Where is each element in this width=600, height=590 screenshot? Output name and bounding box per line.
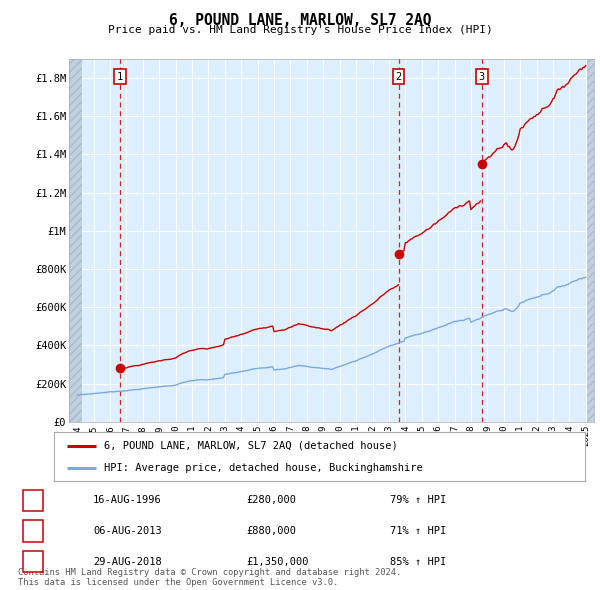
Text: 79% ↑ HPI: 79% ↑ HPI <box>390 496 446 505</box>
Text: 06-AUG-2013: 06-AUG-2013 <box>93 526 162 536</box>
Text: 3: 3 <box>479 72 485 81</box>
Text: 1: 1 <box>117 72 124 81</box>
Text: Price paid vs. HM Land Registry's House Price Index (HPI): Price paid vs. HM Land Registry's House … <box>107 25 493 35</box>
Bar <box>587 59 594 422</box>
Text: £280,000: £280,000 <box>246 496 296 505</box>
Text: 1: 1 <box>30 496 36 505</box>
Text: Contains HM Land Registry data © Crown copyright and database right 2024.
This d: Contains HM Land Registry data © Crown c… <box>18 568 401 587</box>
Text: 6, POUND LANE, MARLOW, SL7 2AQ: 6, POUND LANE, MARLOW, SL7 2AQ <box>169 13 431 28</box>
Text: 2: 2 <box>395 72 402 81</box>
Text: 71% ↑ HPI: 71% ↑ HPI <box>390 526 446 536</box>
Text: £1,350,000: £1,350,000 <box>246 557 308 566</box>
Text: HPI: Average price, detached house, Buckinghamshire: HPI: Average price, detached house, Buck… <box>104 463 423 473</box>
Text: 3: 3 <box>30 557 36 566</box>
Text: 2: 2 <box>30 526 36 536</box>
Text: 6, POUND LANE, MARLOW, SL7 2AQ (detached house): 6, POUND LANE, MARLOW, SL7 2AQ (detached… <box>104 441 398 451</box>
Text: £880,000: £880,000 <box>246 526 296 536</box>
Bar <box>69 59 82 422</box>
Text: 29-AUG-2018: 29-AUG-2018 <box>93 557 162 566</box>
Text: 16-AUG-1996: 16-AUG-1996 <box>93 496 162 505</box>
Text: 85% ↑ HPI: 85% ↑ HPI <box>390 557 446 566</box>
